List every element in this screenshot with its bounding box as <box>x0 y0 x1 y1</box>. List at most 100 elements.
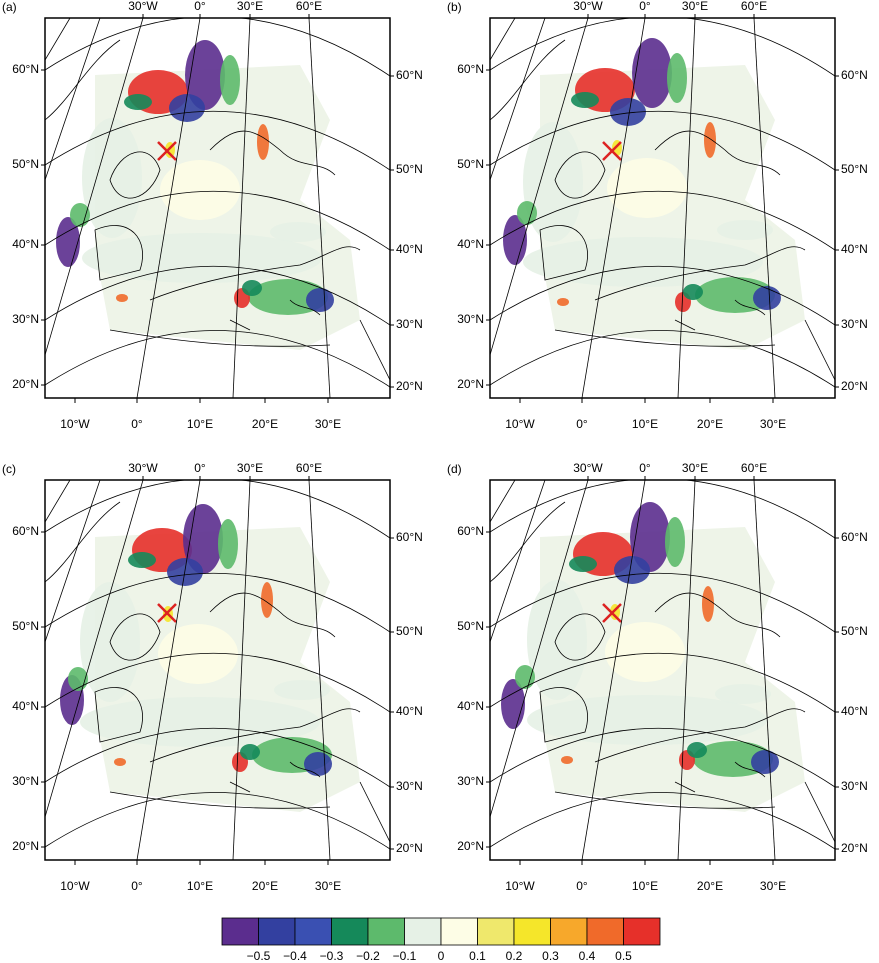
parallel <box>45 330 390 388</box>
meridian <box>490 480 546 643</box>
map-area <box>490 480 835 860</box>
meridian <box>45 18 144 356</box>
meridian <box>308 18 331 398</box>
field-patch <box>220 55 240 105</box>
left-label: 30°N <box>12 774 39 788</box>
field-patch <box>630 502 670 572</box>
meridian <box>581 480 646 860</box>
field-patch <box>257 124 269 160</box>
map-area <box>490 18 835 398</box>
bottom-label: 10°W <box>505 879 535 893</box>
parallel <box>45 265 390 326</box>
field-patch <box>571 92 599 108</box>
colorbar-box <box>294 917 332 946</box>
field-patch <box>218 519 238 569</box>
top-label: 30°E <box>682 0 708 13</box>
field-patch <box>242 280 262 296</box>
meridian <box>581 18 646 398</box>
right-label: 30°N <box>841 317 868 331</box>
left-label: 60°N <box>457 62 484 76</box>
colorbar-label: 0.2 <box>506 949 523 963</box>
left-label: 20°N <box>457 839 484 853</box>
field-patch <box>274 680 330 700</box>
field-patch <box>517 201 537 225</box>
field-patch <box>683 284 703 300</box>
panel-label: (a) <box>2 0 17 14</box>
meridian <box>232 18 251 398</box>
field-patch <box>304 752 332 776</box>
panel-label: (d) <box>447 462 462 476</box>
left-label: 30°N <box>457 312 484 326</box>
field-patch <box>717 220 773 240</box>
meridian <box>45 480 71 523</box>
bottom-label: 10°E <box>632 879 658 893</box>
bottom-label: 0° <box>131 417 143 431</box>
field-patch <box>124 94 152 110</box>
colorbar-box <box>258 917 296 946</box>
meridian <box>753 480 776 860</box>
left-label: 50°N <box>457 157 484 171</box>
field-patch <box>527 580 587 700</box>
frame <box>44 479 391 861</box>
bottom-label: 20°E <box>697 879 723 893</box>
meridian <box>308 480 331 860</box>
field-patch <box>169 94 205 122</box>
parallel <box>490 572 835 633</box>
panel-label: (b) <box>447 0 462 14</box>
right-label: 50°N <box>841 162 868 176</box>
coastline <box>490 39 835 381</box>
right-label: 20°N <box>841 379 868 393</box>
map-area <box>45 18 390 398</box>
bottom-label: 10°E <box>187 879 213 893</box>
top-label: 30°E <box>237 461 263 475</box>
parallel <box>45 572 390 633</box>
meridian <box>490 480 516 523</box>
field-patch <box>667 53 687 103</box>
field-patch <box>503 215 527 265</box>
colorbar-box <box>623 917 661 946</box>
top-label: 0° <box>639 461 651 475</box>
colorbar-label: 0.5 <box>615 949 632 963</box>
bottom-label: 10°W <box>60 879 90 893</box>
map-panel: (b) 30°W 0° 30°E 60°E 60°N 50°N 40°N 30°N 20°N 60°… <box>447 0 868 431</box>
colorbar-label: −0.3 <box>320 949 344 963</box>
coastline <box>45 39 390 381</box>
bottom-label: 10°W <box>505 417 535 431</box>
right-label: 30°N <box>841 779 868 793</box>
field-patch <box>114 758 126 766</box>
bottom-label: 0° <box>576 417 588 431</box>
right-label: 50°N <box>841 624 868 638</box>
right-label: 40°N <box>396 704 423 718</box>
field-patch <box>523 237 763 287</box>
colorbar-box <box>477 917 515 946</box>
colorbar-box <box>513 917 551 946</box>
bottom-label: 20°E <box>252 879 278 893</box>
colorbar-label: 0.4 <box>579 949 596 963</box>
field-patch <box>80 697 320 747</box>
field-patch <box>523 122 583 242</box>
field-patch <box>261 582 273 618</box>
colorbar-box <box>367 917 405 946</box>
left-label: 40°N <box>12 699 39 713</box>
meridian <box>45 18 101 181</box>
left-label: 50°N <box>457 619 484 633</box>
marker-x <box>157 603 177 623</box>
right-label: 20°N <box>841 841 868 855</box>
left-label: 30°N <box>457 774 484 788</box>
colorbar-box <box>404 917 442 946</box>
coastline <box>490 501 835 843</box>
left-label: 40°N <box>457 237 484 251</box>
field-patch <box>240 744 260 760</box>
marker-x <box>157 141 177 161</box>
left-label: 20°N <box>12 839 39 853</box>
meridian <box>45 480 101 643</box>
meridian <box>45 18 71 61</box>
right-label: 60°N <box>841 530 868 544</box>
field-patch <box>665 517 685 567</box>
left-label: 50°N <box>12 157 39 171</box>
meridian <box>490 18 516 61</box>
left-label: 20°N <box>12 377 39 391</box>
field-patch <box>753 286 781 310</box>
field-patch <box>82 118 142 238</box>
field-patch <box>557 298 569 306</box>
